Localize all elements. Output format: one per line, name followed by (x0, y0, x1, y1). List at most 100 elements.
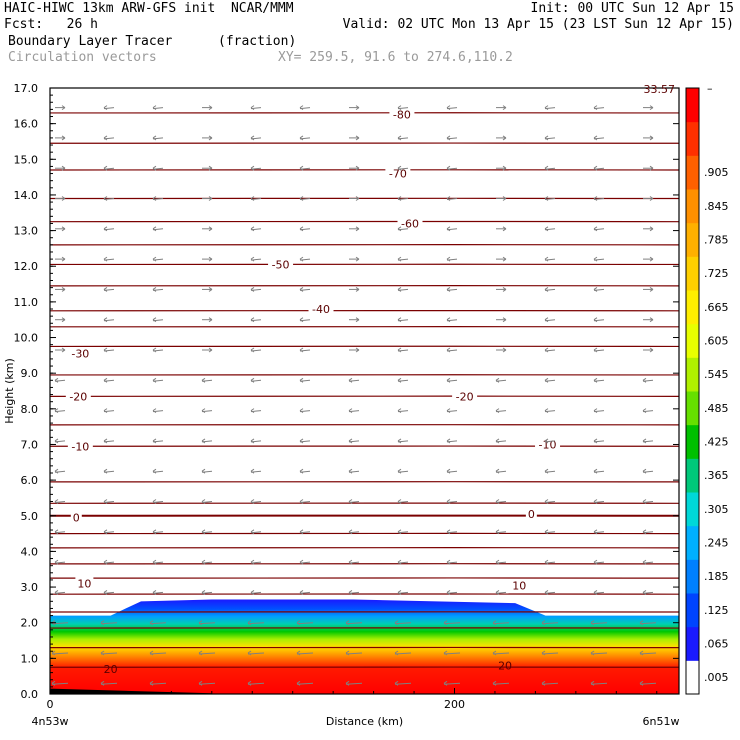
contour-label-bg (65, 390, 91, 403)
vector-head (639, 680, 644, 686)
contour-label-bg (510, 579, 529, 592)
y-tick-label: 11.0 (14, 296, 39, 309)
vector-head (149, 650, 154, 656)
colorbar-swatch (686, 458, 699, 493)
colorbar-label: .665 (704, 301, 729, 314)
circulation-vector (198, 622, 216, 625)
vector-head (250, 135, 255, 141)
circulation-vector (590, 682, 608, 685)
vector-head (642, 499, 647, 504)
vector-head (492, 680, 497, 686)
vector-head (649, 286, 654, 292)
circulation-vector (100, 652, 118, 655)
vector-head (201, 468, 206, 474)
circulation-vector (541, 682, 559, 685)
vector-head (502, 105, 507, 111)
x-endpoint-right: 6n51w (643, 715, 680, 728)
circulation-vector (100, 622, 118, 625)
vector-head (152, 317, 157, 323)
vector-head (593, 529, 598, 535)
circulation-vector (296, 682, 314, 685)
y-tick-label: 3.0 (21, 581, 39, 594)
plot-area: 20 20 10 10 0 0 -10 -10 -20 -20 -30 -40 -50 -60 -70 -80 (49, 105, 680, 694)
vector-head (103, 589, 108, 595)
vector-head (250, 256, 255, 262)
vector-head (201, 589, 206, 595)
colorbar-label: .245 (704, 537, 729, 550)
y-tick-label: 1.0 (21, 652, 39, 665)
vector-head (446, 165, 451, 171)
vector-head (247, 620, 252, 626)
vector-head (495, 408, 500, 414)
vector-head (544, 165, 549, 171)
vector-head (446, 105, 451, 111)
vector-head (296, 620, 301, 626)
vector-head (100, 680, 105, 686)
vector-head (642, 377, 647, 383)
vector-head (299, 408, 304, 414)
colorbar-label: .725 (704, 267, 729, 280)
y-tick-label: 6.0 (21, 474, 39, 487)
vector-head (348, 559, 353, 565)
vector-head (152, 256, 157, 262)
y-tick-label: 2.0 (21, 617, 39, 630)
x-axis-label: Distance (km) (326, 715, 403, 728)
contour-label-bg (385, 167, 411, 180)
circulation-vector (590, 652, 608, 655)
contour-label: -80 (393, 109, 411, 122)
colorbar-label: .545 (704, 368, 729, 381)
colorbar-label: .185 (704, 570, 729, 583)
vector-head (299, 105, 304, 111)
isotherm-line (49, 666, 680, 669)
vector-head (348, 408, 353, 414)
vector-head (299, 377, 304, 383)
vector-head (198, 620, 203, 626)
vector-head (299, 499, 304, 504)
isotherm-line (49, 345, 680, 348)
vector-head (152, 347, 157, 353)
vector-head (544, 468, 549, 474)
vector-head (649, 347, 654, 353)
vector-head (397, 438, 402, 444)
isotherm-line (49, 593, 680, 596)
colorbar-swatch (686, 525, 699, 560)
contour-label: -50 (272, 258, 290, 271)
vector-head (208, 135, 213, 141)
colorbar-label: .425 (704, 436, 729, 449)
valid-time: Valid: 02 UTC Mon 13 Apr 15 (23 LST Sun … (342, 17, 734, 32)
vector-head (299, 196, 304, 201)
contour-label: 0 (528, 508, 535, 521)
vector-head (299, 317, 304, 323)
colorbar-swatch (686, 424, 699, 459)
vector-head (642, 589, 647, 595)
vector-head (639, 620, 644, 626)
vector-head (250, 317, 255, 323)
vector-head (54, 499, 59, 504)
vector-head (103, 105, 108, 111)
y-tick-label: 15.0 (14, 153, 39, 166)
vector-head (446, 256, 451, 262)
vector-head (649, 226, 654, 232)
vector-head (544, 589, 549, 595)
circulation-vector (51, 652, 69, 655)
contour-label: -10 (539, 438, 557, 451)
vector-head (355, 196, 360, 201)
vector-head (502, 226, 507, 232)
vector-head (198, 650, 203, 656)
vector-head (152, 408, 157, 414)
vector-head (593, 135, 598, 141)
contour-label-bg (268, 258, 294, 271)
vector-head (152, 559, 157, 565)
vector-head (593, 408, 598, 414)
vector-head (355, 135, 360, 141)
contour-label: 20 (498, 659, 512, 672)
contour-label-bg (308, 303, 334, 316)
vector-head (544, 499, 549, 504)
vector-head (103, 468, 108, 474)
y-tick-label: 16.0 (14, 118, 39, 131)
vector-head (492, 620, 497, 626)
circulation-vector (51, 622, 69, 625)
vector-head (397, 377, 402, 383)
vector-head (54, 408, 59, 414)
circulation-vector (149, 652, 167, 655)
